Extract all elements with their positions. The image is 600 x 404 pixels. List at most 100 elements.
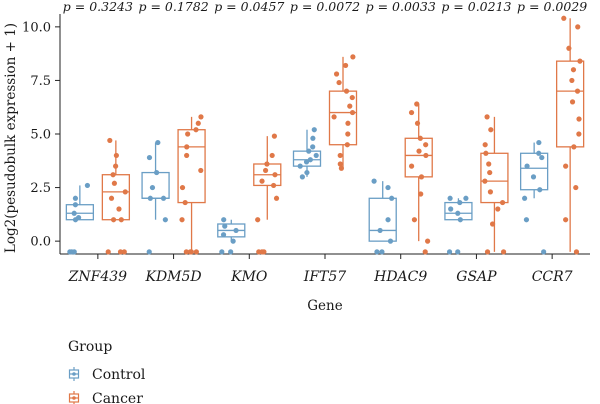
data-point [457,217,463,223]
data-point [486,161,492,167]
data-point [310,135,316,141]
data-point [570,67,577,73]
data-point [541,249,547,255]
data-point [184,152,190,159]
data-point [487,189,494,195]
data-point [108,195,115,201]
data-point [72,202,79,208]
legend-title: Group [68,339,112,355]
gene-label-kmo: KMO [230,269,268,285]
data-point [331,114,337,120]
data-point [577,58,583,64]
data-point [499,199,506,206]
data-point [336,79,342,86]
data-point [219,249,225,255]
data-point [271,133,277,139]
data-point [422,249,428,255]
data-point [349,109,356,116]
data-point [107,137,113,144]
data-point [147,195,153,201]
data-point [537,187,543,193]
data-point [183,249,189,255]
data-point [198,167,204,174]
data-point [84,182,91,189]
data-point [221,217,227,223]
box-cancer-znf439 [101,137,131,255]
data-point [270,182,277,189]
gene-label-znf439: ZNF439 [68,269,128,285]
data-point [575,24,581,30]
plot-area [60,14,590,254]
legend-icon-point [72,372,76,376]
data-point [463,195,469,201]
y-tick-label: 5.0 [30,128,51,143]
data-point [571,144,577,150]
gene-label-kdm5d: KDM5D [144,269,201,285]
data-point [313,152,319,159]
data-point [195,120,201,126]
box-control-znf439 [65,182,95,255]
data-point [113,163,119,169]
y-axis: 0.0 2.5 5.0 7.5 10.0 [22,14,61,254]
data-point [350,54,356,60]
data-point [576,131,582,137]
data-point [160,195,167,201]
data-point [310,144,316,150]
box-cancer-gsap [480,114,509,255]
box-control-ccr7 [519,139,549,255]
data-point [297,163,303,169]
data-point [500,249,507,255]
data-point [448,206,454,212]
data-point [408,109,415,116]
data-point [446,249,453,255]
data-point [118,217,124,223]
data-point [484,114,490,120]
data-point [259,178,265,184]
box-control-ift57 [292,127,322,180]
data-point [264,161,270,167]
data-point [71,210,77,216]
data-point [345,120,351,126]
data-point [447,195,453,201]
data-point [121,249,127,255]
box-cancer-kdm5d [177,114,206,255]
data-point [423,152,429,159]
data-point [69,249,75,255]
data-point [418,191,424,197]
data-point [155,139,161,146]
y-tick-label: 7.5 [30,74,51,89]
data-point [418,174,425,180]
data-point [179,184,186,191]
iqr-box [177,129,206,204]
p-value-labels: p = 0.3243 p = 0.1782 p = 0.0457 p = 0.0072… [63,0,587,14]
data-point [193,127,199,133]
data-point [182,199,188,206]
data-point [484,249,491,255]
data-point [333,71,340,77]
data-point [563,217,569,223]
data-point [304,169,310,176]
data-point [185,131,191,137]
data-point [425,238,431,244]
data-point [414,101,420,107]
data-point [233,227,239,234]
data-point [563,163,569,169]
data-point [272,172,278,178]
data-point [455,210,461,216]
data-point [122,189,128,195]
box-cancer-ccr7 [555,15,585,255]
data-point [179,217,185,223]
y-tick-label: 2.5 [30,181,51,196]
data-point [377,227,383,234]
x-axis: ZNF439 KDM5D KMO IFT57 HDAC9 GSAP CCR7 [60,253,590,285]
iqr-box [368,197,397,242]
data-point [389,195,395,201]
data-point [338,165,344,171]
data-point [423,142,429,148]
data-point [414,120,421,126]
data-point [455,249,461,255]
data-point [523,217,530,223]
legend: Group Control Cancer [68,339,146,404]
data-point [162,217,168,223]
data-point [198,114,204,120]
